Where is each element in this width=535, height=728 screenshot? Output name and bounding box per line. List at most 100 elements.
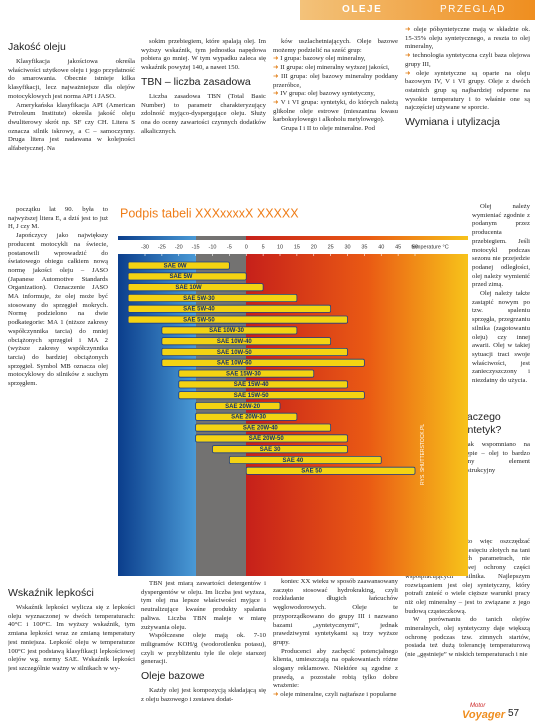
paragraph: Producenci aby zachęcić potencjalnego kl… <box>273 647 398 690</box>
tick-label: -10 <box>209 244 217 250</box>
range-bar <box>127 272 247 281</box>
brand: Voyager <box>462 709 506 721</box>
bar-label: SAE 20W-40 <box>243 425 279 431</box>
range-bar <box>228 455 382 464</box>
bar-label: SAE 0W <box>164 263 187 269</box>
paragraph: sokim przebiegiem, które spalają olej. I… <box>141 38 266 72</box>
range-bar <box>127 261 230 270</box>
section-heading: Oleje bazowe <box>141 670 205 683</box>
bar-label: SAE 20W-20 <box>225 404 261 410</box>
paragraph: Grupa I i II to oleje mineralne. Pod <box>281 125 375 133</box>
tick-label: 40 <box>378 244 384 250</box>
tick-label: 10 <box>277 244 283 250</box>
list-item: ➜ II grupa: olej mineralny wyższej jakoś… <box>273 64 390 72</box>
range-bar <box>195 401 281 410</box>
scale-strip <box>118 240 468 254</box>
paragraph: Olej należy także zastąpić nowym po tzw.… <box>472 290 530 385</box>
list-item: ➜ oleje półsyntetyczne mają w składzie o… <box>405 26 530 51</box>
figure-credit: RYS. SHUTTERSTOCK.PL <box>420 424 426 485</box>
range-bar <box>245 466 416 475</box>
paragraph: początku lat 90. była to najwyższej lite… <box>8 206 108 231</box>
category: PRZEGLĄD <box>440 4 506 15</box>
list-item: ➜ I grupa: bazowy olej mineralny, <box>273 55 366 63</box>
list-item: ➜ III grupa: olej bazowy mineralny podda… <box>273 72 398 89</box>
list-item: ➜ oleje syntetyczne są oparte na oleju b… <box>405 69 530 112</box>
bar-label: SAE 15W-40 <box>234 382 270 388</box>
tick-label: 15 <box>294 244 300 250</box>
tick-label: 5 <box>262 244 265 250</box>
paragraph: Olej należy wymieniać zgodnie z podanym … <box>472 203 530 289</box>
tick-label: -25 <box>158 244 166 250</box>
bar-label: SAE 15W-50 <box>234 393 270 399</box>
text-region: Wskaźnik lepkości Wskaźnik lepkości wylic… <box>8 584 135 726</box>
range-bar <box>127 304 332 313</box>
paragraph: W porównaniu do tanich olejów mineralnyc… <box>405 616 530 659</box>
bar-label: SAE 50 <box>301 469 322 475</box>
range-bar <box>127 294 298 303</box>
bar-label: SAE 10W-30 <box>209 328 245 334</box>
paragraph: Współczesne oleje mają ok. 7-10 miligram… <box>141 632 266 666</box>
axis-label: temperature °C <box>411 244 448 250</box>
figure: Podpis tabeli XXXxxxxX XXXXX temperature… <box>118 206 468 576</box>
bar-label: SAE 10W-50 <box>217 350 253 356</box>
section-heading: Wymiana i utylizacja <box>405 116 501 129</box>
text-region: TBN jest miarą zawartości detergentów i … <box>141 580 266 726</box>
bar-label: SAE 10W <box>175 285 202 291</box>
paragraph: Klasyfikacja jakościowa określa właściwo… <box>8 58 135 100</box>
bar-label: SAE 5W-30 <box>183 296 215 302</box>
tick-label: -5 <box>227 244 232 250</box>
tick-label: 45 <box>395 244 401 250</box>
brand-top: Motor <box>470 703 486 709</box>
bar-label: SAE 5W-50 <box>183 317 215 323</box>
range-bar <box>195 423 332 432</box>
text-region: Dlaczego syntetyk? Jak wspomniano na wstę… <box>457 408 530 538</box>
figure-title: Podpis tabeli XXXxxxxX XXXXX <box>120 206 299 220</box>
tick-label: 0 <box>245 244 248 250</box>
range-bar <box>212 445 348 454</box>
list-item: ➜ technologia syntetyczna czyli baza ole… <box>405 52 530 68</box>
hot-zone <box>246 236 468 576</box>
page-number: 57 <box>508 708 520 719</box>
header-bar: OLEJE PRZEGLĄD <box>300 0 535 20</box>
tick-label: 50 <box>412 244 418 250</box>
list-item: ➜ V i VI grupa: syntetyki, do których na… <box>273 98 398 124</box>
section-heading: Jakość oleju <box>8 41 66 53</box>
range-bar <box>127 283 264 292</box>
cold-zone <box>118 236 196 576</box>
tick-label: 30 <box>344 244 350 250</box>
bar-label: SAE 40 <box>283 458 304 464</box>
paragraph: TBN jest miarą zawartości detergentów i … <box>141 580 266 631</box>
bar-label: SAE 5W-40 <box>183 307 215 313</box>
paragraph: Jak wspomniano na wstępie – olej to bard… <box>457 441 530 475</box>
range-bar <box>161 358 365 367</box>
range-bar <box>127 315 348 324</box>
paragraph: Każdy olej jest kompozycją składającą si… <box>141 687 266 703</box>
range-bar <box>178 380 348 389</box>
range-bar <box>161 326 298 335</box>
text-region: Jakość oleju Klasyfikacja jakościowa okre… <box>8 38 135 205</box>
tick-label: 20 <box>311 244 317 250</box>
text-region: początku lat 90. była to najwyższej lite… <box>8 206 108 582</box>
paragraph: Amerykańska klasyfikacja API (American P… <box>8 101 135 153</box>
range-bar <box>195 434 348 443</box>
tick-label: 25 <box>328 244 334 250</box>
text-region: koniec XX wieku w sposób zaawansowany za… <box>273 578 398 726</box>
bar-label: SAE 15W-30 <box>226 371 262 377</box>
range-bar <box>161 347 348 356</box>
range-bar <box>161 337 332 346</box>
paragraph: koniec XX wieku w sposób zaawansowany za… <box>273 578 398 646</box>
bar-label: SAE 5W <box>169 274 192 280</box>
paragraph: Wskaźnik lepkości wylicza się z lepkości… <box>8 604 135 672</box>
tick-label: -30 <box>141 244 149 250</box>
section-heading: Wskaźnik lepkości <box>8 587 94 599</box>
paragraph: ków uszlachetniających. Oleje bazowe moż… <box>273 38 398 54</box>
bar-label: SAE 10W-40 <box>217 339 253 345</box>
range-bar <box>178 391 365 400</box>
range-bar <box>195 412 298 421</box>
text-region: ków uszlachetniających. Oleje bazowe moż… <box>273 38 398 203</box>
list-item: ➜ IV grupa: olej bazowy syntetyczny, <box>273 90 375 98</box>
list-item: ➜ oleje mineralne, czyli najtańsze i pop… <box>273 691 397 699</box>
text-region: sokim przebiegiem, które spalają olej. I… <box>141 38 266 203</box>
tick-label: -15 <box>192 244 200 250</box>
